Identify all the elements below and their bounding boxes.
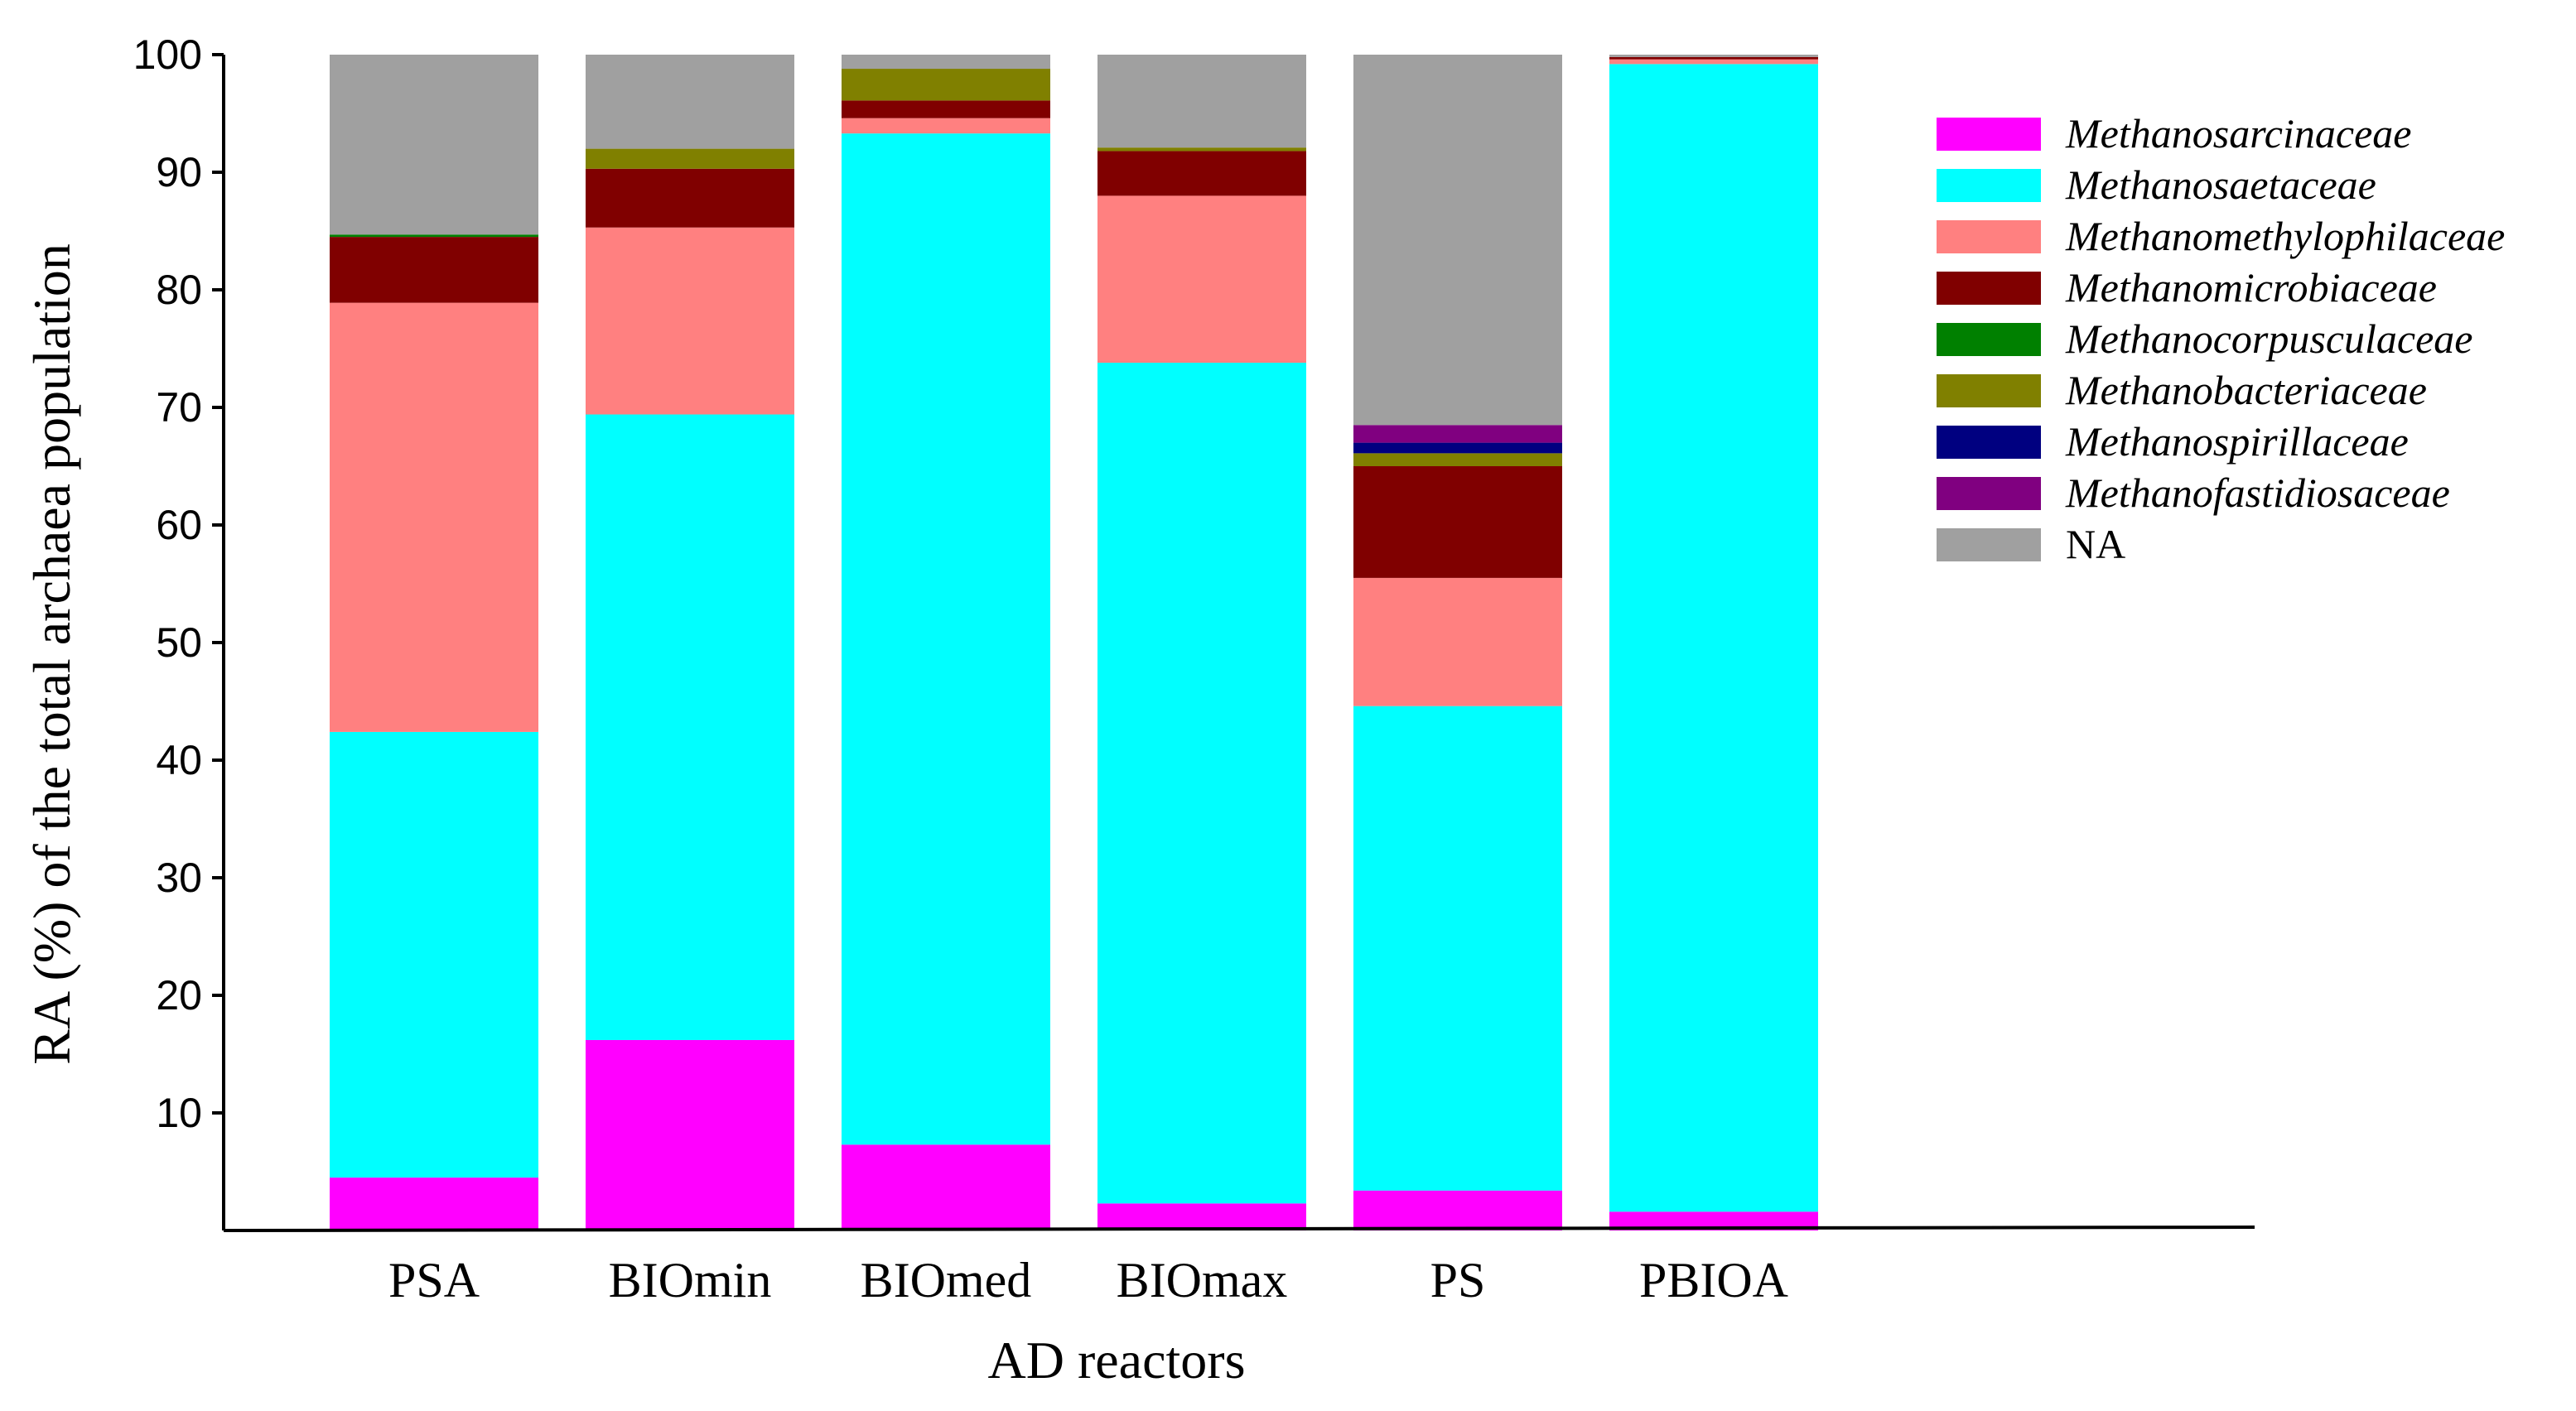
legend-swatch-methanosarcinaceae bbox=[1937, 118, 2041, 151]
legend-swatch-na bbox=[1937, 528, 2041, 561]
bar-segment-pbioa-methanomethylophilaceae bbox=[1609, 59, 1818, 65]
bar-segment-biomin-methanomicrobiaceae bbox=[586, 168, 794, 228]
bar-segment-psa-methanomicrobiaceae bbox=[330, 237, 538, 303]
legend-label-methanomethylophilaceae: Methanomethylophilaceae bbox=[2065, 213, 2505, 259]
bar-segment-biomin-na bbox=[586, 55, 794, 149]
bar-segment-ps-na bbox=[1353, 55, 1562, 426]
legend-swatch-methanocorpusculaceae bbox=[1937, 323, 2041, 356]
bar-segment-biomed-methanobacteriaceae bbox=[842, 69, 1050, 101]
bar-segment-biomed-methanosarcinaceae bbox=[842, 1144, 1050, 1230]
bar-segment-biomin-methanosarcinaceae bbox=[586, 1039, 794, 1230]
y-tick-label: 20 bbox=[156, 972, 202, 1019]
bar-segment-biomax-methanomicrobiaceae bbox=[1097, 151, 1306, 196]
bar-segment-biomax-methanomethylophilaceae bbox=[1097, 195, 1306, 364]
legend-label-na: NA bbox=[2066, 521, 2125, 567]
x-axis-title: AD reactors bbox=[988, 1331, 1246, 1389]
y-tick-label: 70 bbox=[156, 384, 202, 431]
bar-segment-psa-methanosarcinaceae bbox=[330, 1177, 538, 1230]
legend-swatch-methanomethylophilaceae bbox=[1937, 220, 2041, 253]
bar-segment-biomed-methanosaetaceae bbox=[842, 133, 1050, 1145]
x-axis-line bbox=[223, 1226, 2255, 1232]
y-tick-label: 40 bbox=[156, 737, 202, 783]
bar-segment-biomin-methanobacteriaceae bbox=[586, 148, 794, 169]
bar-segment-psa-methanosaetaceae bbox=[330, 731, 538, 1178]
bar-segment-ps-methanosaetaceae bbox=[1353, 706, 1562, 1191]
bar-segment-biomed-methanomicrobiaceae bbox=[842, 100, 1050, 118]
legend-label-methanomicrobiaceae: Methanomicrobiaceae bbox=[2065, 264, 2437, 311]
y-tick-label: 50 bbox=[156, 619, 202, 666]
bar-segment-ps-methanomethylophilaceae bbox=[1353, 577, 1562, 706]
bar-segment-psa-methanocorpusculaceae bbox=[330, 234, 538, 238]
bar-segment-ps-methanosarcinaceae bbox=[1353, 1190, 1562, 1230]
bar-segment-ps-methanobacteriaceae bbox=[1353, 453, 1562, 466]
bar-segment-biomax-methanobacteriaceae bbox=[1097, 147, 1306, 152]
bar-segment-ps-methanospirillaceae bbox=[1353, 442, 1562, 454]
bar-segment-biomin-methanomethylophilaceae bbox=[586, 227, 794, 415]
y-tick-label: 90 bbox=[156, 149, 202, 195]
y-tick-label: 30 bbox=[156, 855, 202, 901]
x-tick-label-ps: PS bbox=[1430, 1253, 1486, 1307]
bar-segment-biomin-methanosaetaceae bbox=[586, 414, 794, 1040]
bar-segment-biomax-methanosarcinaceae bbox=[1097, 1203, 1306, 1230]
legend-label-methanosaetaceae: Methanosaetaceae bbox=[2065, 161, 2376, 208]
y-tick-label: 80 bbox=[156, 267, 202, 313]
legend-swatch-methanospirillaceae bbox=[1937, 426, 2041, 459]
x-tick-label-pbioa: PBIOA bbox=[1639, 1253, 1788, 1307]
bar-segment-biomax-na bbox=[1097, 55, 1306, 148]
legend-swatch-methanomicrobiaceae bbox=[1937, 272, 2041, 305]
x-tick-label-biomax: BIOmax bbox=[1117, 1253, 1288, 1307]
bar-segment-pbioa-methanosarcinaceae bbox=[1609, 1211, 1818, 1230]
y-tick-label: 60 bbox=[156, 502, 202, 548]
bar-segment-biomed-na bbox=[842, 55, 1050, 70]
legend-swatch-methanosaetaceae bbox=[1937, 169, 2041, 202]
bar-segment-pbioa-methanosaetaceae bbox=[1609, 64, 1818, 1212]
legend-label-methanosarcinaceae: Methanosarcinaceae bbox=[2065, 110, 2411, 157]
bars-group bbox=[330, 55, 1818, 1230]
y-tick-label: 10 bbox=[156, 1090, 202, 1136]
legend-label-methanospirillaceae: Methanospirillaceae bbox=[2065, 418, 2409, 465]
x-tick-label-biomin: BIOmin bbox=[609, 1253, 772, 1307]
legend-label-methanocorpusculaceae: Methanocorpusculaceae bbox=[2065, 315, 2473, 362]
y-tick-label: 100 bbox=[133, 31, 202, 78]
legend-swatch-methanofastidiosaceae bbox=[1937, 477, 2041, 510]
bar-segment-pbioa-methanomicrobiaceae bbox=[1609, 56, 1818, 60]
legend-label-methanobacteriaceae: Methanobacteriaceae bbox=[2065, 367, 2427, 413]
y-axis-title: RA (%) of the total archaea population bbox=[22, 243, 81, 1065]
bar-segment-biomax-methanosaetaceae bbox=[1097, 363, 1306, 1204]
bar-segment-pbioa-na bbox=[1609, 55, 1818, 57]
y-ticks-group: 10 20 30 40 50 60 70 80 90 100 bbox=[133, 31, 224, 1136]
bar-segment-ps-methanofastidiosaceae bbox=[1353, 425, 1562, 443]
legend-swatch-methanobacteriaceae bbox=[1937, 374, 2041, 407]
x-tick-label-biomed: BIOmed bbox=[861, 1253, 1032, 1307]
x-tick-label-psa: PSA bbox=[388, 1253, 480, 1307]
legend-label-methanofastidiosaceae: Methanofastidiosaceae bbox=[2065, 470, 2450, 516]
x-category-labels: PSA BIOmin BIOmed BIOmax PS PBIOA bbox=[388, 1253, 1788, 1307]
bar-segment-psa-na bbox=[330, 55, 538, 235]
bar-segment-ps-methanomicrobiaceae bbox=[1353, 466, 1562, 578]
bar-segment-psa-methanomethylophilaceae bbox=[330, 302, 538, 732]
bar-segment-biomed-methanomethylophilaceae bbox=[842, 118, 1050, 134]
